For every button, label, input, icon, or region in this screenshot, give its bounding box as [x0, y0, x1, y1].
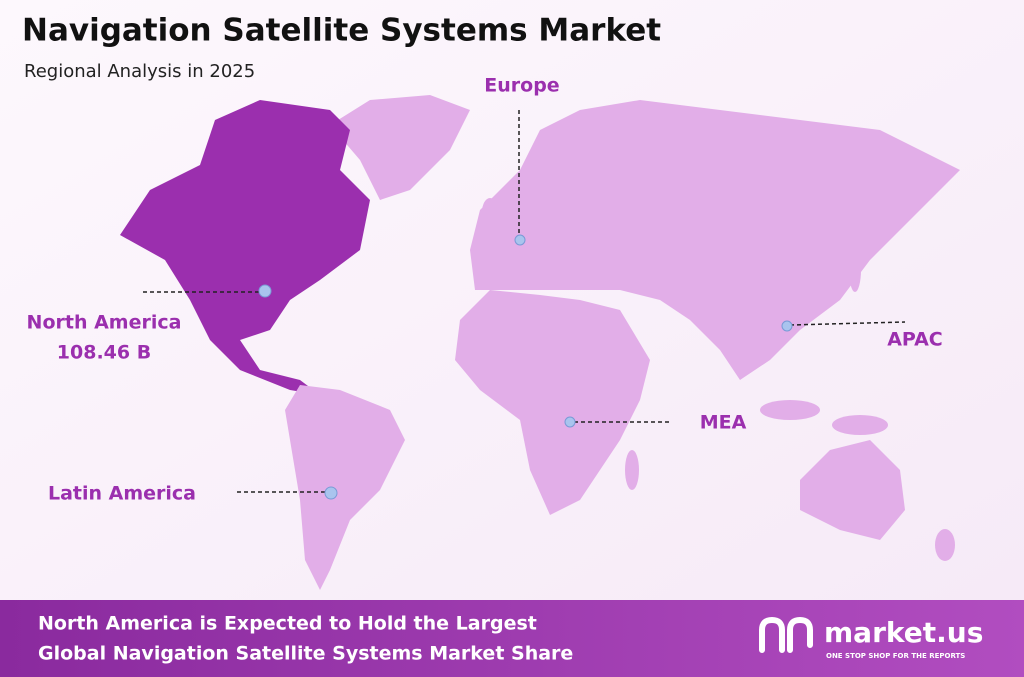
- marker: [514, 234, 526, 246]
- marker: [564, 416, 576, 428]
- leader-line: [789, 321, 906, 326]
- south-america: [285, 385, 405, 590]
- logo-name: market.us: [824, 616, 983, 649]
- region-label: Latin America: [48, 483, 196, 505]
- island: [482, 198, 498, 226]
- region-label: MEA: [700, 412, 747, 434]
- africa: [455, 290, 650, 515]
- leaders: [143, 110, 906, 500]
- logo-mark: [759, 616, 813, 653]
- logo-tagline: ONE STOP SHOP FOR THE REPORTS: [826, 652, 965, 660]
- island: [760, 400, 820, 420]
- island: [849, 248, 861, 292]
- marker: [258, 284, 272, 298]
- footer-band: [0, 600, 1024, 677]
- logo: market.us ONE STOP SHOP FOR THE REPORTS: [759, 616, 983, 660]
- greenland: [330, 95, 470, 200]
- island: [832, 415, 888, 435]
- eurasia: [470, 100, 960, 380]
- subtitle: Regional Analysis in 2025: [24, 61, 255, 82]
- region-label: North America: [27, 312, 182, 334]
- region-label: APAC: [887, 329, 943, 351]
- island: [625, 450, 639, 490]
- region-label: Europe: [484, 75, 559, 97]
- marker: [324, 486, 338, 500]
- footer-line: Global Navigation Satellite Systems Mark…: [38, 643, 573, 665]
- title: Navigation Satellite Systems Market: [22, 13, 661, 49]
- australia: [800, 440, 905, 540]
- world-map: [120, 95, 960, 590]
- marker: [781, 320, 793, 332]
- island: [935, 529, 955, 561]
- footer-line: North America is Expected to Hold the La…: [38, 613, 537, 635]
- region-value: 108.46 B: [57, 342, 151, 364]
- north-america: [120, 100, 370, 395]
